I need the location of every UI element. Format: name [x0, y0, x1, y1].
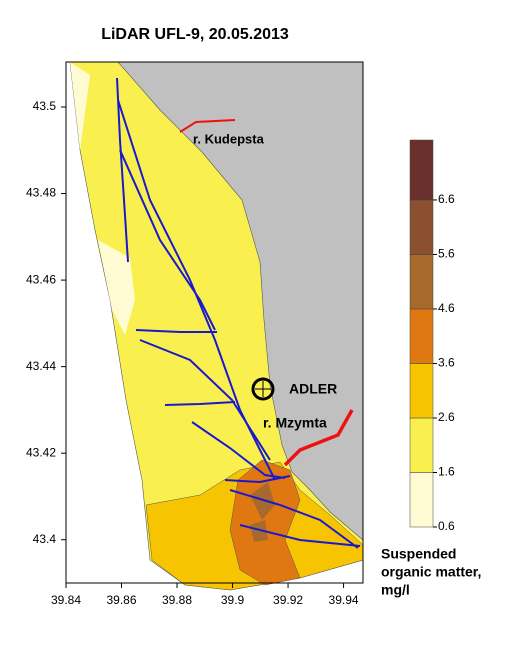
y-tick-label: 43.48: [26, 186, 56, 200]
map: r. Kudepsta ADLER r. Mzymta: [65, 61, 364, 591]
y-tick-label: 43.5: [33, 99, 57, 113]
colorbar-label: Suspended: [381, 546, 456, 562]
axes-frame: [65, 61, 364, 584]
track: [229, 489, 359, 549]
colorbar-band: [409, 472, 434, 528]
domain-peak: [250, 482, 275, 520]
domain-low: [69, 61, 364, 591]
track: [119, 149, 216, 331]
colorbar-band: [409, 139, 434, 201]
track: [116, 77, 129, 263]
lidar-tracks: [116, 77, 361, 549]
colorbar-band: [409, 417, 434, 473]
river: [179, 119, 236, 133]
track: [164, 401, 236, 406]
pale-patch: [98, 240, 135, 335]
track: [139, 339, 271, 461]
x-tick-label: 39.88: [162, 593, 192, 607]
colorbar-tick-label: 5.6: [438, 247, 455, 261]
colorbar-band: [409, 363, 434, 419]
city-marker: [255, 381, 271, 397]
track: [224, 475, 291, 484]
land: [118, 62, 363, 540]
y-tick-label: 43.44: [26, 359, 56, 373]
annotation: r. Kudepsta: [193, 131, 265, 146]
track: [239, 524, 361, 547]
colorbar-tick-label: 6.6: [438, 192, 455, 206]
colorbar-band: [409, 199, 434, 255]
track: [191, 421, 286, 479]
x-tick-label: 39.94: [329, 593, 359, 607]
y-tick-label: 43.4: [33, 532, 57, 546]
colorbar-tick-label: 3.6: [438, 356, 455, 370]
annotation: r. Mzymta: [263, 415, 327, 431]
colorbar-tick-label: 0.6: [438, 519, 455, 533]
x-tick-label: 39.92: [273, 593, 303, 607]
city-marker: [251, 377, 275, 401]
colorbar-tick-label: 1.6: [438, 465, 455, 479]
y-tick-label: 43.46: [26, 272, 56, 286]
x-tick-label: 39.9: [221, 593, 245, 607]
colorbar-tick-label: 4.6: [438, 301, 455, 315]
track: [135, 329, 217, 333]
colorbar-label: mg/l: [381, 582, 410, 598]
annotation: ADLER: [289, 381, 337, 397]
chart-title: LiDAR UFL-9, 20.05.2013: [101, 26, 289, 43]
y-tick-label: 43.42: [26, 445, 56, 459]
domain-peak: [250, 520, 268, 542]
x-tick-label: 39.84: [51, 593, 81, 607]
colorbar-band: [409, 254, 434, 310]
x-tick-label: 39.86: [106, 593, 136, 607]
colorbar-label: organic matter,: [381, 564, 481, 580]
pale-patch: [70, 62, 90, 150]
river: [283, 409, 354, 467]
colorbar-tick-label: 2.6: [438, 410, 455, 424]
colorbar-band: [409, 308, 434, 364]
